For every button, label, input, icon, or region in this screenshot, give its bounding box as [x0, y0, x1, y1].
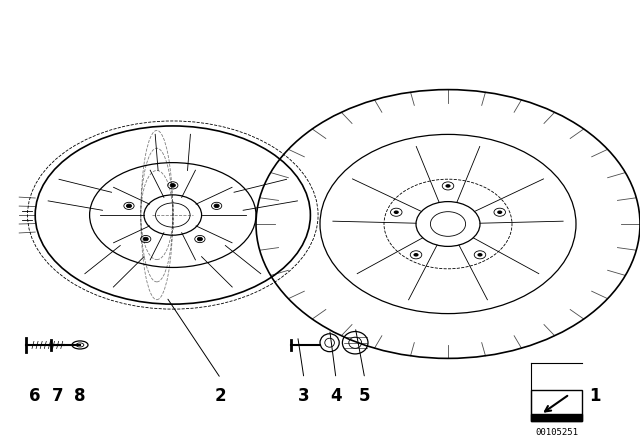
Text: 00105251: 00105251: [535, 428, 579, 437]
Text: 4: 4: [330, 388, 342, 405]
Text: 1: 1: [589, 388, 601, 405]
Circle shape: [394, 211, 399, 214]
Text: 3: 3: [298, 388, 310, 405]
Circle shape: [143, 237, 148, 241]
Circle shape: [497, 211, 502, 214]
Circle shape: [214, 204, 219, 208]
Text: 2: 2: [215, 388, 227, 405]
Circle shape: [445, 184, 451, 188]
Text: 5: 5: [359, 388, 371, 405]
Circle shape: [170, 184, 175, 187]
Circle shape: [413, 253, 419, 257]
Text: 8: 8: [74, 388, 86, 405]
Circle shape: [197, 237, 202, 241]
Circle shape: [127, 204, 132, 208]
Circle shape: [477, 253, 483, 257]
Text: 6: 6: [29, 388, 41, 405]
Text: 7: 7: [52, 388, 63, 405]
FancyBboxPatch shape: [531, 414, 582, 421]
